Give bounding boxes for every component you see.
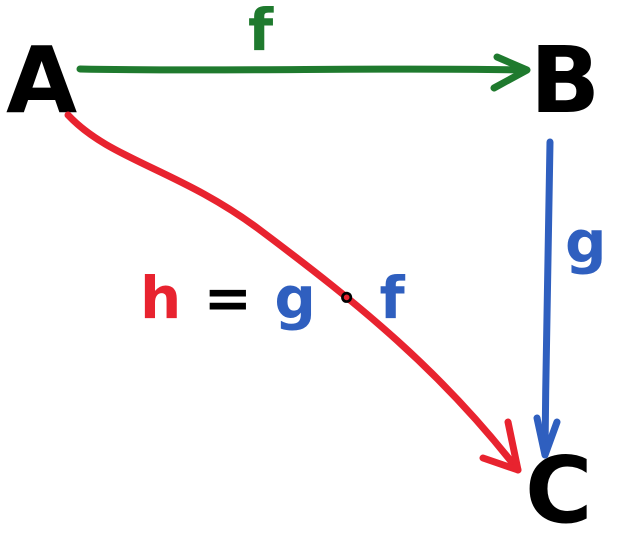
edge-g-arrow [533,138,561,459]
edge-f-arrow [76,53,531,92]
composition-f: f [380,264,406,332]
edge-f-arrowhead [490,53,531,92]
node-b-label: B [530,27,600,134]
edge-g-arrowhead [533,414,561,459]
composition-lhs: h [140,264,181,332]
edge-g-label: g [565,208,607,276]
composition-equals: = [204,264,253,332]
edge-h-line [64,111,522,474]
composition-label: h = g ∘ f [140,254,406,332]
composition-operator: ∘ [336,277,357,317]
edge-h-arrowhead [479,418,522,474]
edge-g-line [541,138,554,456]
node-c-label: C [525,437,593,534]
edge-h-arrow [64,111,522,474]
edge-f-line [76,65,529,74]
composition-g: g [274,264,316,332]
edge-f-label: f [248,0,274,64]
